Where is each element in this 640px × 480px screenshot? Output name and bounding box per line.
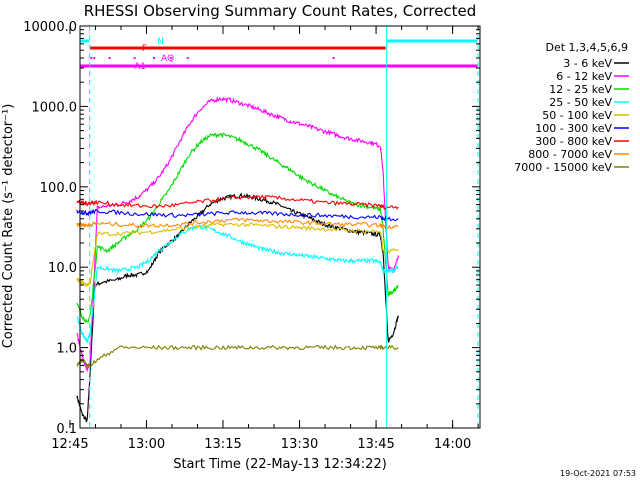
chart-title: RHESSI Observing Summary Count Rates, Co… <box>84 2 477 20</box>
x-tick-label: 13:45 <box>357 437 394 452</box>
legend-entry-label: 6 - 12 keV <box>556 70 612 83</box>
series-line-100-300keV <box>76 208 399 222</box>
flag-bar-N <box>80 39 90 43</box>
series-line-300-800keV <box>76 194 399 210</box>
flag-label-AQ: AQ <box>161 54 174 64</box>
legend-entry-label: 3 - 6 keV <box>563 57 612 70</box>
x-axis-label: Start Time (22-May-13 12:34:22) <box>173 457 387 472</box>
legend-entry-label: 800 - 7000 keV <box>528 148 612 161</box>
legend-entry-label: 300 - 800 keV <box>535 135 612 148</box>
y-tick-label: 100.0 <box>40 181 77 196</box>
generation-timestamp: 19-Oct-2021 07:53 <box>560 469 636 478</box>
x-tick-label: 12:45 <box>51 437 88 452</box>
y-tick-label: 1000.0 <box>32 100 78 115</box>
y-tick-label: 10.0 <box>48 261 77 276</box>
y-axis-label: Corrected Count Rate (s⁻¹ detector⁻¹) <box>1 104 16 349</box>
legend-header: Det 1,3,4,5,6,9 <box>545 41 628 54</box>
legend-entry-label: 50 - 100 keV <box>542 109 612 122</box>
flag-marker-AQ <box>186 57 189 59</box>
plot-area-frame <box>79 25 481 429</box>
flag-marker-AQ <box>133 57 136 59</box>
flag-marker-AQ <box>152 57 155 59</box>
flag-marker-AQ <box>332 57 335 59</box>
legend-entry-label: 7000 - 15000 keV <box>514 161 612 174</box>
flag-bar-A1 <box>80 64 478 68</box>
legend-entry-label: 25 - 50 keV <box>549 96 612 109</box>
flag-bar-N <box>387 39 478 43</box>
flag-marker-AQ <box>90 57 93 59</box>
legend-entry-label: 12 - 25 keV <box>549 83 612 96</box>
x-tick-label: 13:00 <box>128 437 165 452</box>
series-line-50-100keV <box>76 222 399 288</box>
flag-marker-AQ <box>93 57 96 59</box>
flag-label-N: N <box>157 37 164 47</box>
series-line-800-7000keV <box>76 217 399 230</box>
y-tick-label: 0.1 <box>56 422 77 437</box>
x-tick-label: 13:15 <box>204 437 241 452</box>
x-tick-label: 13:30 <box>281 437 318 452</box>
legend-entry-label: 100 - 300 keV <box>535 122 612 135</box>
x-tick-label: 14:00 <box>434 437 471 452</box>
flag-marker-AQ <box>169 57 172 59</box>
series-line-25-50keV <box>76 224 399 344</box>
series-line-6-12keV <box>76 95 399 373</box>
y-tick-label: 10000.0 <box>23 20 77 35</box>
series-line-7000-15000keV <box>76 344 399 369</box>
y-tick-label: 1.0 <box>56 342 77 357</box>
flag-marker-AQ <box>108 57 111 59</box>
flag-bar-F <box>90 46 386 50</box>
series-line-12-25keV <box>76 132 399 324</box>
